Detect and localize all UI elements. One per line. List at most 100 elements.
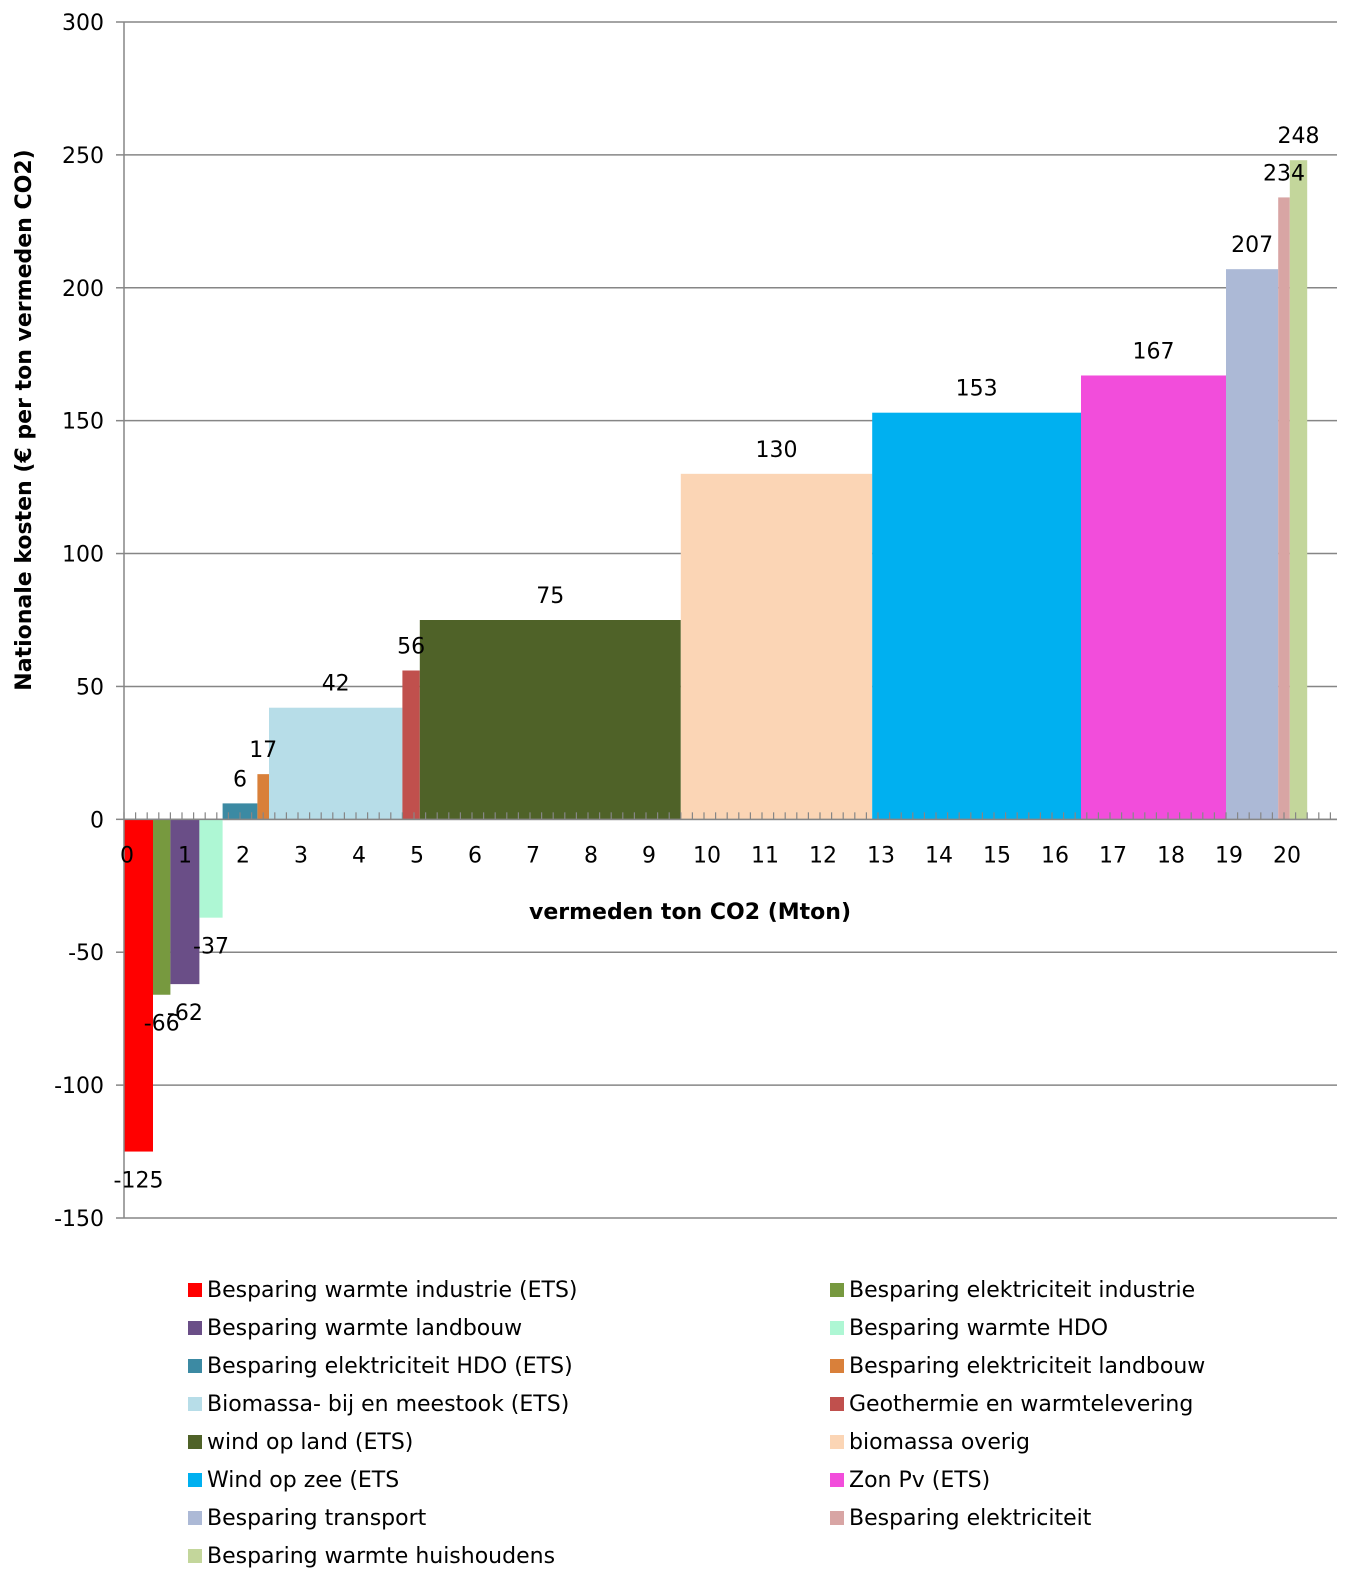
data-label-13: 207 [1231,233,1273,258]
legend-label: Besparing elektriciteit landbouw [849,1353,1206,1379]
y-tick-label: 150 [62,410,104,435]
legend-item-5: Besparing elektriciteit HDO (ETS) [188,1350,573,1382]
legend-label: Besparing warmte landbouw [207,1315,523,1341]
legend-label: Besparing elektriciteit [849,1505,1092,1531]
data-label-9: 75 [536,584,564,609]
legend-label: Besparing warmte industrie (ETS) [207,1277,578,1303]
x-tick-label: 19 [1215,843,1243,868]
legend-swatch [188,1283,202,1297]
y-tick-label: 50 [76,675,104,700]
y-tick-label: 250 [62,144,104,169]
legend-item-1: Besparing warmte industrie (ETS) [188,1274,578,1306]
legend-item-2: Besparing elektriciteit industrie [830,1274,1195,1306]
legend-label: Besparing elektriciteit industrie [849,1277,1196,1303]
data-label-6: 17 [249,738,277,763]
x-tick-label: 1 [178,843,192,868]
x-tick-label: 13 [867,843,895,868]
x-tick-label: 0 [120,843,134,868]
legend-swatch [188,1397,202,1411]
bar-1 [124,819,153,1152]
legend-item-10: biomassa overig [830,1426,1030,1458]
bar-5 [222,803,258,820]
x-tick-label: 11 [751,843,779,868]
y-tick-label: 100 [62,543,104,568]
data-label-2: -66 [144,1012,180,1037]
y-tick-label: -50 [68,941,104,966]
bar-2 [153,819,171,995]
data-label-11: 153 [956,377,998,402]
legend-label: Besparing elektriciteit HDO (ETS) [207,1353,573,1379]
bars [124,160,1308,1152]
x-tick-label: 17 [1099,843,1127,868]
legend-label: biomassa overig [849,1429,1030,1455]
x-tick-label: 4 [352,843,366,868]
data-label-1: -125 [114,1169,164,1194]
legend-item-7: Biomassa- bij en meestook (ETS) [188,1388,569,1420]
x-tick-label: 6 [468,843,482,868]
legend-item-8: Geothermie en warmtelevering [830,1388,1193,1420]
x-tick-label: 9 [642,843,656,868]
x-tick-label: 10 [693,843,721,868]
data-label-5: 6 [233,767,247,792]
x-tick-label: 20 [1273,843,1301,868]
x-tick-label: 16 [1041,843,1069,868]
bar-6 [257,774,269,820]
x-axis-label: vermeden ton CO2 (Mton) [529,900,851,925]
legend-item-6: Besparing elektriciteit landbouw [830,1350,1205,1382]
legend-swatch [830,1473,844,1487]
x-tick-label: 15 [983,843,1011,868]
legend-swatch [830,1321,844,1335]
data-label-4: -37 [193,935,229,960]
y-tick-label: 200 [62,277,104,302]
x-tick-label: 18 [1157,843,1185,868]
legend-label: Besparing transport [207,1505,427,1531]
bar-11 [872,412,1081,820]
bar-14 [1278,197,1290,820]
bar-12 [1081,375,1226,820]
legend-swatch [188,1511,202,1525]
legend-item-15: Besparing warmte huishoudens [188,1540,555,1572]
y-tick-label: -150 [54,1207,104,1232]
bar-8 [402,670,420,820]
y-tick-label: 0 [90,808,104,833]
legend-item-3: Besparing warmte landbouw [188,1312,522,1344]
y-axis-label: Nationale kosten (€ per ton vermeden CO2… [12,149,37,690]
legend-label: Wind op zee (ETS [207,1467,400,1493]
data-label-14: 234 [1263,161,1305,186]
bar-3 [170,819,200,985]
legend-swatch [830,1359,844,1373]
legend-item-13: Besparing transport [188,1502,426,1534]
legend-swatch [188,1473,202,1487]
legend-swatch [188,1321,202,1335]
legend-swatch [830,1435,844,1449]
data-label-10: 130 [756,438,798,463]
legend-swatch [830,1397,844,1411]
legend-item-12: Zon Pv (ETS) [830,1464,990,1496]
data-label-7: 42 [322,672,350,697]
legend-swatch [188,1549,202,1563]
bar-4 [199,819,223,918]
legend-item-9: wind op land (ETS) [188,1426,413,1458]
legend-swatch [830,1283,844,1297]
bar-7 [269,707,403,820]
bar-15 [1289,160,1308,820]
legend-label: wind op land (ETS) [207,1429,414,1455]
legend-item-14: Besparing elektriciteit [830,1502,1091,1534]
y-tick-label: 300 [62,11,104,36]
data-label-8: 56 [397,634,425,659]
x-tick-label: 5 [410,843,424,868]
legend-swatch [188,1435,202,1449]
legend-label: Besparing warmte huishoudens [207,1543,556,1569]
legend-item-4: Besparing warmte HDO [830,1312,1108,1344]
legend-label: Zon Pv (ETS) [849,1467,991,1493]
x-tick-label: 7 [526,843,540,868]
bar-10 [680,473,873,820]
legend-item-11: Wind op zee (ETS [188,1464,399,1496]
data-label-15: 248 [1278,124,1320,149]
x-tick-label: 2 [236,843,250,868]
legend-swatch [188,1359,202,1373]
x-tick-label: 3 [294,843,308,868]
